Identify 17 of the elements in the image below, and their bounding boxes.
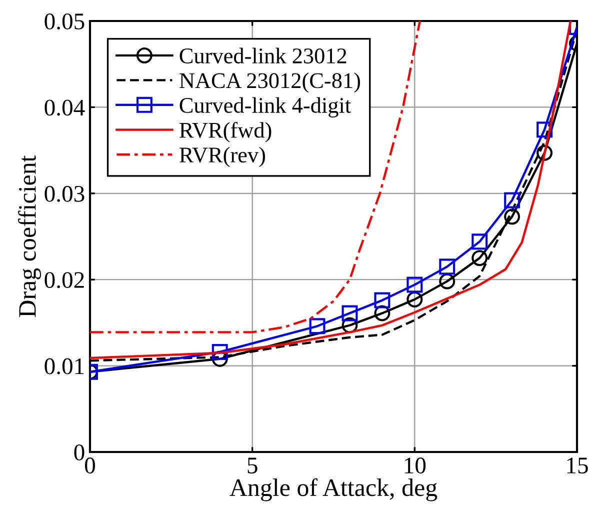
y-tick-label: 0.02 [44,272,84,288]
y-tick-label: 0.04 [44,100,85,116]
y-axis-title: Drag coefficient [18,155,42,318]
x-tick-label: 0 [84,458,96,474]
x-tick-label: 15 [567,458,588,474]
y-tick-label: 0.05 [44,13,84,30]
legend-label: Curved-link 4-digit [180,97,351,118]
y-tick-label: 0 [74,444,84,460]
legend-label: NACA 23012(C-81) [180,72,360,93]
x-axis-title: Angle of Attack, deg [230,478,438,502]
x-tick-label: 10 [404,458,426,474]
legend-label: Curved-link 23012 [180,48,346,64]
x-tick-label: 5 [248,458,258,474]
legend-label: RVR(rev) [180,146,265,168]
y-tick-label: 0.01 [44,358,84,374]
y-tick-label: 0.03 [44,186,84,202]
legend-label: RVR(fwd) [180,122,272,142]
